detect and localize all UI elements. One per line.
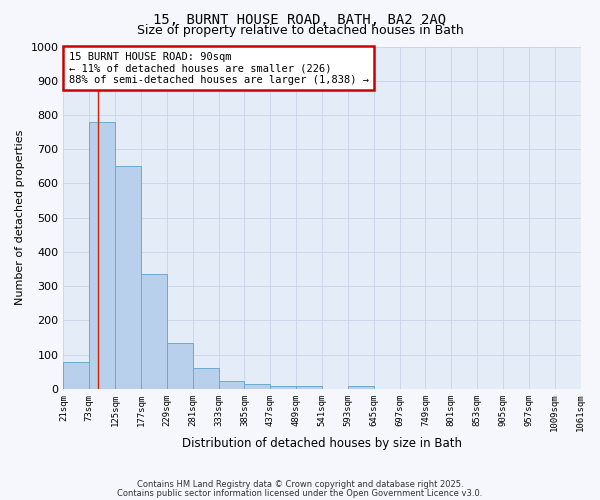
Text: 15, BURNT HOUSE ROAD, BATH, BA2 2AQ: 15, BURNT HOUSE ROAD, BATH, BA2 2AQ <box>154 12 446 26</box>
Y-axis label: Number of detached properties: Number of detached properties <box>15 130 25 306</box>
Bar <box>167 342 193 389</box>
Text: Contains HM Land Registry data © Crown copyright and database right 2025.: Contains HM Land Registry data © Crown c… <box>137 480 463 489</box>
Text: Contains public sector information licensed under the Open Government Licence v3: Contains public sector information licen… <box>118 488 482 498</box>
Bar <box>296 386 322 389</box>
Bar <box>89 122 115 389</box>
Bar <box>244 384 270 389</box>
Bar <box>270 386 296 389</box>
Bar <box>141 274 167 389</box>
X-axis label: Distribution of detached houses by size in Bath: Distribution of detached houses by size … <box>182 437 462 450</box>
Bar <box>115 166 141 389</box>
Text: Size of property relative to detached houses in Bath: Size of property relative to detached ho… <box>137 24 463 37</box>
Bar <box>218 382 244 389</box>
Text: 15 BURNT HOUSE ROAD: 90sqm
← 11% of detached houses are smaller (226)
88% of sem: 15 BURNT HOUSE ROAD: 90sqm ← 11% of deta… <box>68 52 368 85</box>
Bar <box>193 368 218 389</box>
Bar <box>348 386 374 389</box>
Bar <box>64 362 89 389</box>
